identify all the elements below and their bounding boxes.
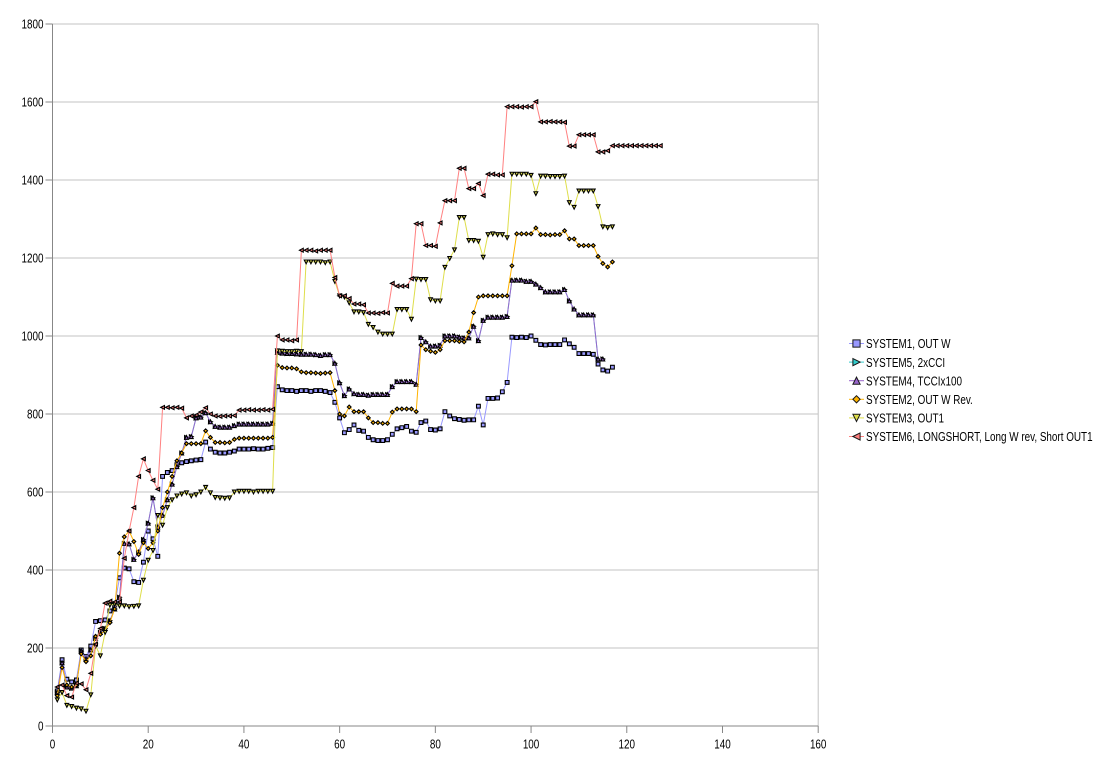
legend-label: SYSTEM4, TCCIx100 <box>866 373 962 388</box>
y-tick-label: 1400 <box>22 173 44 188</box>
x-tick-label: 20 <box>143 737 154 752</box>
y-tick-label: 400 <box>27 563 44 578</box>
x-tick-label: 100 <box>523 737 540 752</box>
series-system2 <box>54 225 616 699</box>
legend-item-system4: SYSTEM4, TCCIx100 <box>849 373 962 388</box>
x-tick-label: 140 <box>714 737 731 752</box>
legend-label: SYSTEM3, OUT1 <box>866 411 944 426</box>
legend-label: SYSTEM5, 2xCCI <box>866 355 945 370</box>
y-tick-label: 800 <box>27 407 44 422</box>
y-tick-label: 600 <box>27 485 44 500</box>
x-tick-label: 40 <box>238 737 249 752</box>
x-tick-label: 0 <box>50 737 56 752</box>
x-tick-label: 60 <box>334 737 345 752</box>
y-tick-label: 1200 <box>22 251 44 266</box>
y-tick-label: 200 <box>27 641 44 656</box>
legend-marker-diamond <box>852 394 861 404</box>
axis-labels: 0 200 400 600 800 1000 1200 1400 1600 1800 0 20 40 60… <box>22 17 827 752</box>
legend-item-system3: SYSTEM3, OUT1 <box>849 411 944 426</box>
y-tick-label: 1800 <box>22 17 44 32</box>
legend-item-system5: SYSTEM5, 2xCCI <box>849 355 945 370</box>
legend: SYSTEM1, OUT W SYSTEM5, 2xCCI SYSTEM4, TCC… <box>849 336 1093 444</box>
axes <box>45 23 819 733</box>
series-markers <box>54 98 663 700</box>
legend-label: SYSTEM1, OUT W <box>866 336 951 351</box>
legend-item-system1: SYSTEM1, OUT W <box>849 336 951 351</box>
legend-marker-triangle-down <box>852 413 861 423</box>
y-tick-label: 1600 <box>22 95 44 110</box>
legend-marker-triangle-left <box>851 432 861 441</box>
series-system3 <box>54 171 616 715</box>
legend-label: SYSTEM6, LONGSHORT, Long W rev, Short OU… <box>866 429 1093 444</box>
y-tick-label: 0 <box>38 719 44 734</box>
legend-label: SYSTEM2, OUT W Rev. <box>866 392 973 407</box>
x-tick-label: 120 <box>619 737 636 752</box>
legend-marker-square <box>852 339 861 348</box>
legend-marker-triangle-right <box>852 357 862 367</box>
x-tick-label: 80 <box>430 737 441 752</box>
legend-item-system6: SYSTEM6, LONGSHORT, Long W rev, Short OU… <box>849 429 1093 444</box>
series-system6 <box>54 98 663 700</box>
series-markers <box>54 171 616 715</box>
y-tick-label: 1000 <box>22 329 44 344</box>
x-tick-label: 160 <box>810 737 827 752</box>
legend-marker-triangle-up <box>852 375 861 385</box>
legend-item-system2: SYSTEM2, OUT W Rev. <box>849 392 973 407</box>
